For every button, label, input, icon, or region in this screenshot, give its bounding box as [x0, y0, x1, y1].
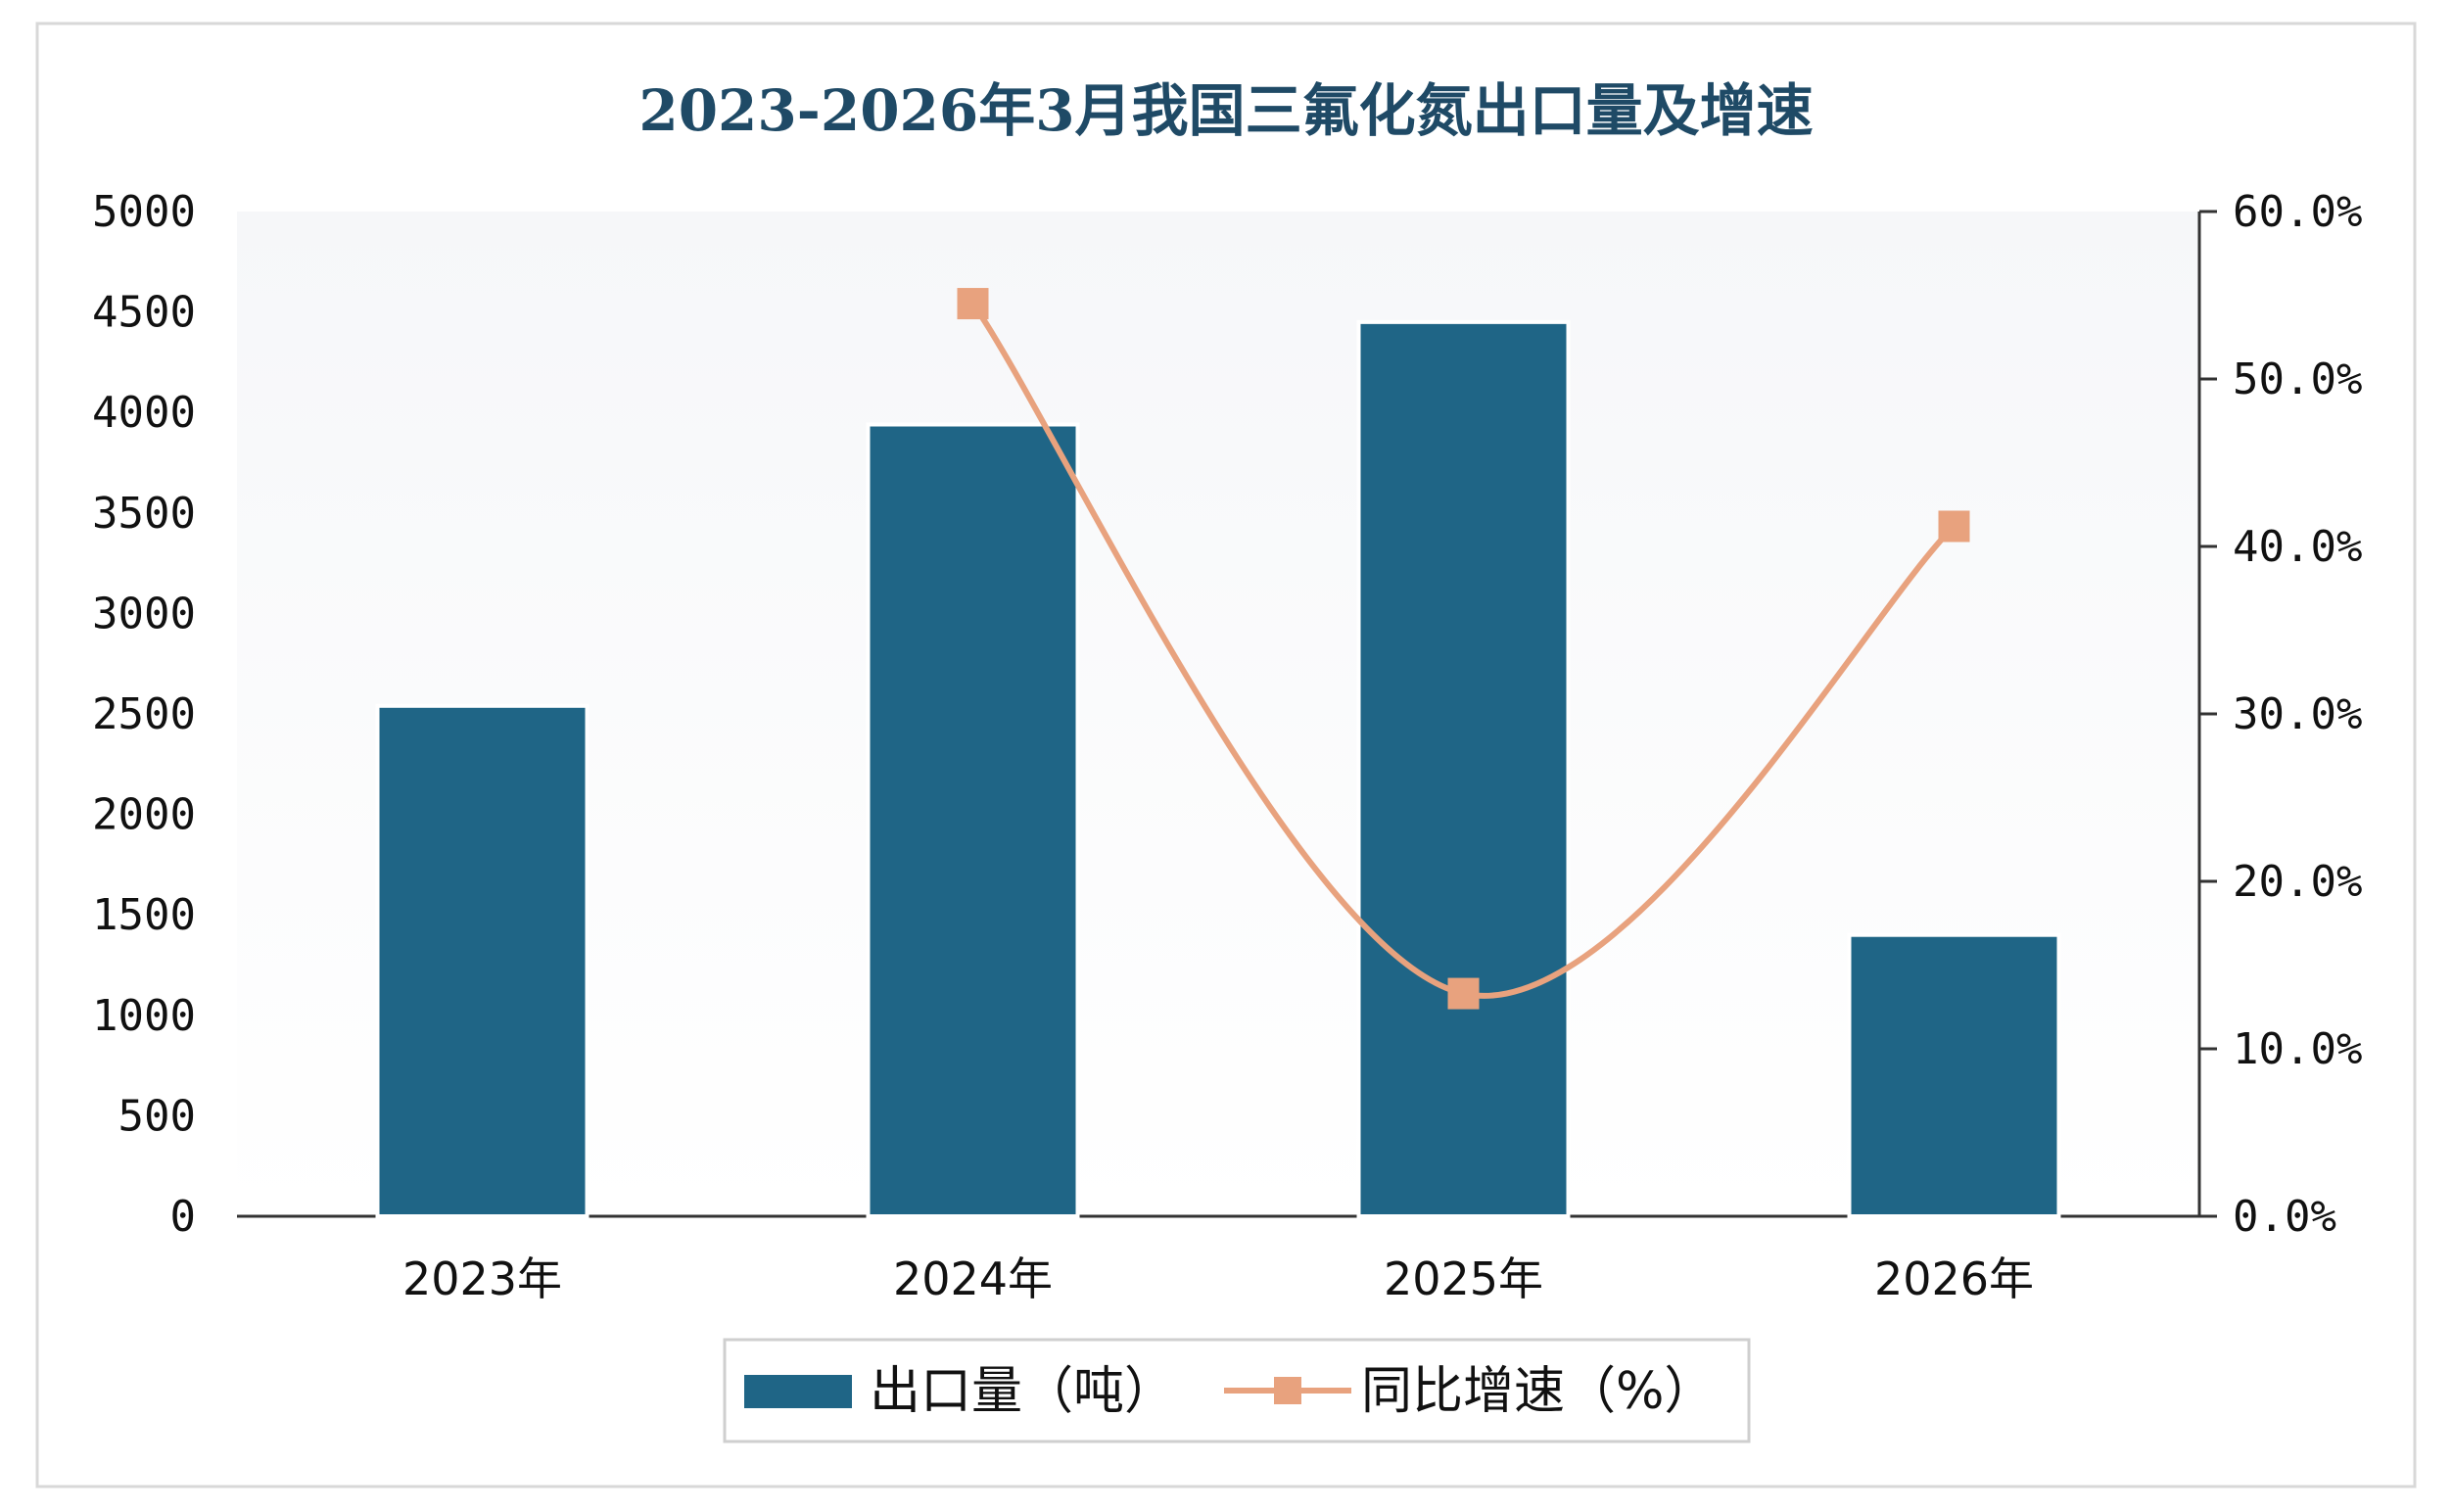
x-tick-label: 2025年: [1384, 1252, 1543, 1305]
growth-line-series: [957, 288, 1970, 1010]
x-tick-label: 2026年: [1874, 1252, 2034, 1305]
left-tick-label: 2500: [92, 689, 196, 739]
legend-bar-label: 出口量（吨）: [870, 1362, 1175, 1421]
right-tick-label: 0.0%: [2233, 1192, 2336, 1242]
left-tick-label: 500: [118, 1091, 196, 1141]
left-tick-label: 5000: [92, 187, 196, 237]
bar: [1847, 932, 2061, 1218]
chart-title: 2023-2026年3月我国三氟化氮出口量及增速: [638, 77, 1813, 144]
left-tick-label: 3500: [92, 489, 196, 539]
left-tick-label: 1000: [92, 991, 196, 1041]
left-tick-label: 4500: [92, 288, 196, 338]
legend-box: [723, 1338, 1751, 1443]
bar-series: [375, 319, 2061, 1218]
right-tick-label: 50.0%: [2233, 354, 2362, 404]
right-tick-label: 40.0%: [2233, 522, 2362, 572]
legend: 出口量（吨） 同比增速（%）: [723, 1338, 1751, 1443]
line-point: [1447, 977, 1480, 1010]
legend-line-label: 同比增速（%）: [1361, 1362, 1715, 1421]
right-tick-label: 30.0%: [2233, 689, 2362, 739]
left-tick-label: 4000: [92, 388, 196, 438]
right-axis-ticks: 0.0% 10.0% 20.0% 30.0% 40.0% 50.0% 60.0%: [2199, 187, 2362, 1242]
bar: [866, 422, 1080, 1218]
legend-line-marker: [1274, 1377, 1301, 1404]
left-tick-label: 1500: [92, 890, 196, 940]
left-axis-ticks: 0 500 1000 1500 2000 2500 3000 3500 4000 4500 5000: [92, 187, 196, 1242]
line-point: [1938, 510, 1970, 543]
left-tick-label: 3000: [92, 589, 196, 638]
x-tick-label: 2024年: [893, 1252, 1053, 1305]
right-tick-label: 60.0%: [2233, 187, 2362, 237]
x-axis-ticks: 2023年 2024年 2025年 2026年: [402, 1252, 2034, 1305]
left-tick-label: 2000: [92, 790, 196, 840]
right-tick-label: 20.0%: [2233, 857, 2362, 907]
line-point: [957, 288, 989, 320]
legend-bar-swatch: [744, 1375, 852, 1408]
x-tick-label: 2023年: [402, 1252, 562, 1305]
bar: [375, 703, 589, 1218]
right-tick-label: 10.0%: [2233, 1024, 2362, 1074]
bar: [1356, 319, 1571, 1218]
left-tick-label: 0: [170, 1192, 197, 1242]
